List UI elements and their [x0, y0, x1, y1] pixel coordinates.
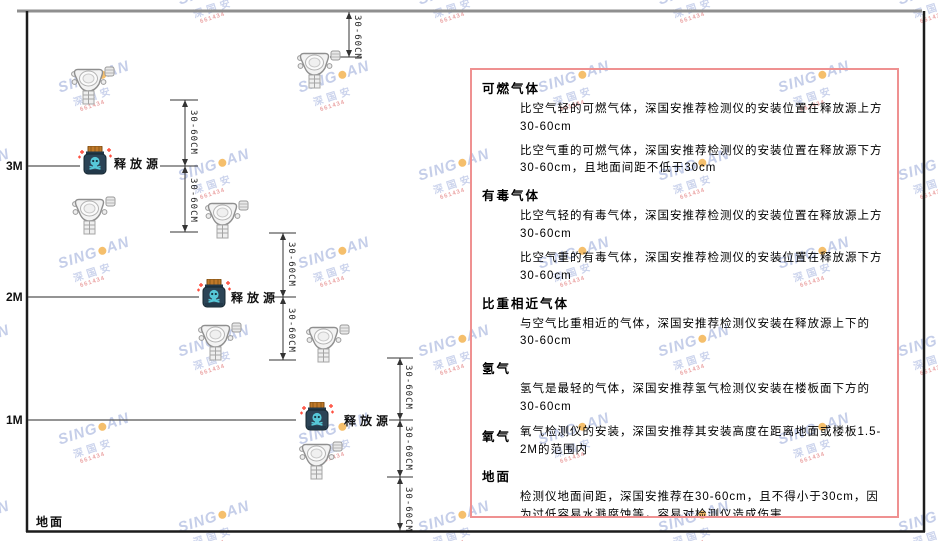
- gas-detector-icon: [298, 441, 344, 481]
- panel-section: 比重相近气体与空气比重相近的气体，深国安推荐检测仪安装在释放源上下的30-60c…: [482, 293, 883, 352]
- release-source-label: 释放源: [114, 157, 163, 171]
- gas-detector-icon: [305, 324, 351, 364]
- release-source-icon: [300, 402, 334, 432]
- gas-detector-icon: [197, 322, 243, 362]
- dimension-label: 30-60CM: [352, 15, 362, 60]
- section-paragraph: 检测仪地面间距，深国安推荐在30-60cm，且不得小于30cm，因为过低容易水溅…: [520, 491, 879, 518]
- panel-section: 氧气 氧气检测仪的安装，深国安推荐其安装高度在距离地面或楼板1.5-2M的范围内: [482, 424, 883, 460]
- release-source-icon: [197, 279, 231, 309]
- gas-detector-icon: [204, 200, 250, 240]
- gas-detector-icon: [296, 50, 342, 90]
- section-heading: 氢气: [482, 362, 512, 377]
- dimension-label: 30-60CM: [286, 242, 296, 287]
- section-heading: 地面: [482, 470, 512, 485]
- panel-section: 地面 检测仪地面间距，深国安推荐在30-60cm，且不得小于30cm，因为过低容易…: [482, 466, 883, 518]
- section-paragraph: 与空气比重相近的气体，深国安推荐检测仪安装在释放源上下的30-60cm: [520, 317, 870, 348]
- section-paragraph: 比空气重的有毒气体，深国安推荐检测仪的安装位置在释放源下方30-60cm: [520, 251, 883, 282]
- section-paragraph: 比空气重的可燃气体，深国安推荐检测仪的安装位置在释放源下方30-60cm，且地面…: [520, 144, 883, 175]
- section-heading: 有毒气体: [482, 189, 541, 204]
- gas-detector-icon: [71, 196, 117, 236]
- dimension-label: 30-60CM: [403, 487, 413, 532]
- dimension-label: 30-60CM: [188, 110, 198, 155]
- gas-detector-icon: [70, 66, 116, 106]
- height-marker-2m: 2M: [6, 290, 23, 304]
- release-source-icon: [78, 146, 112, 176]
- section-paragraph: 氢气是最轻的气体，深国安推荐氢气检测仪安装在楼板面下方的30-60cm: [520, 383, 870, 413]
- section-heading: 可燃气体: [482, 82, 541, 96]
- panel-section: 氢气 氢气是最轻的气体，深国安推荐氢气检测仪安装在楼板面下方的30-60cm: [482, 358, 883, 417]
- height-marker-3m: 3M: [6, 159, 23, 173]
- dimension-label: 30-60CM: [188, 178, 198, 223]
- panel-section: 可燃气体比空气轻的可燃气体，深国安推荐检测仪的安装位置在释放源上方30-60cm…: [482, 78, 883, 178]
- instructions-panel: 可燃气体比空气轻的可燃气体，深国安推荐检测仪的安装位置在释放源上方30-60cm…: [470, 68, 899, 518]
- release-source-label: 释放源: [231, 291, 280, 305]
- dimension-label: 30-60CM: [403, 426, 413, 471]
- height-marker-1m: 1M: [6, 413, 23, 427]
- section-heading: 比重相近气体: [482, 296, 570, 311]
- section-paragraph: 氧气检测仪的安装，深国安推荐其安装高度在距离地面或楼板1.5-2M的范围内: [520, 425, 882, 456]
- section-paragraph: 比空气轻的可燃气体，深国安推荐检测仪的安装位置在释放源上方30-60cm: [520, 103, 883, 133]
- section-heading: 氧气: [482, 429, 512, 444]
- dimension-label: 30-60CM: [286, 308, 296, 353]
- release-source-label: 释放源: [344, 414, 393, 428]
- panel-section: 有毒气体比空气轻的有毒气体，深国安推荐检测仪的安装位置在释放源上方30-60cm…: [482, 185, 883, 285]
- section-paragraph: 比空气轻的有毒气体，深国安推荐检测仪的安装位置在释放源上方30-60cm: [520, 210, 883, 241]
- ground-label: 地面: [36, 515, 65, 529]
- dimension-label: 30-60CM: [403, 365, 413, 410]
